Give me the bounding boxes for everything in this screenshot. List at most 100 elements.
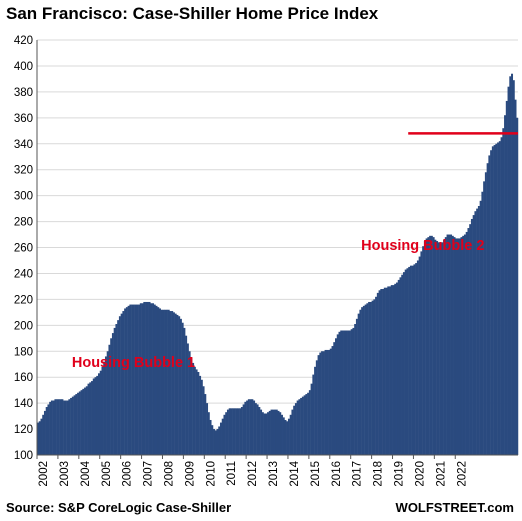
grid-lines xyxy=(37,39,518,456)
bar xyxy=(70,397,73,455)
x-tick-label: 2005 xyxy=(101,461,113,487)
bar xyxy=(364,304,367,455)
bar xyxy=(390,285,393,455)
bar xyxy=(352,327,355,455)
bar xyxy=(368,301,371,455)
bar xyxy=(272,409,275,455)
y-tick-label: 160 xyxy=(14,372,33,384)
bar xyxy=(104,356,107,455)
bar xyxy=(279,412,282,455)
bar xyxy=(490,150,493,456)
bar xyxy=(324,349,327,455)
bar xyxy=(504,115,507,455)
bar xyxy=(418,256,421,455)
y-tick-label: 140 xyxy=(14,398,33,410)
bar xyxy=(432,237,435,456)
bar xyxy=(315,360,318,455)
bar xyxy=(52,400,55,455)
y-axis-ticks: 100 120 140 160 180 200 220 240 260 280 300 320 340 3… xyxy=(14,35,33,462)
bar xyxy=(340,330,343,455)
bar xyxy=(505,100,508,455)
x-tick-label: 2007 xyxy=(143,461,155,487)
bar xyxy=(125,307,128,455)
bar xyxy=(430,235,433,455)
bar xyxy=(423,241,426,455)
bar xyxy=(488,155,491,456)
bar xyxy=(308,390,311,455)
bar xyxy=(228,408,231,455)
bar xyxy=(373,299,376,456)
bar xyxy=(57,399,60,455)
bar xyxy=(469,224,472,455)
bar xyxy=(509,76,512,455)
bar xyxy=(139,303,142,455)
bar xyxy=(148,301,151,455)
x-tick-label: 2020 xyxy=(414,461,426,487)
bar xyxy=(387,286,390,455)
bar xyxy=(66,400,69,455)
bar xyxy=(415,263,418,455)
x-tick-label: 2018 xyxy=(373,461,385,487)
bar xyxy=(80,390,83,455)
bar xyxy=(287,418,290,455)
bar xyxy=(195,369,198,455)
bar xyxy=(429,235,432,455)
bar xyxy=(284,419,287,455)
y-tick-label: 360 xyxy=(14,113,33,125)
bar xyxy=(465,231,468,455)
bar xyxy=(394,283,397,455)
bar xyxy=(436,241,439,455)
bar xyxy=(155,305,158,455)
bar xyxy=(124,308,127,455)
bar xyxy=(61,399,64,455)
bar xyxy=(158,308,161,455)
bar xyxy=(319,352,322,455)
bar xyxy=(240,407,243,455)
x-tick-label: 2010 xyxy=(205,461,217,487)
bar xyxy=(329,348,332,455)
y-tick-label: 420 xyxy=(14,35,33,47)
bar xyxy=(300,397,303,455)
bar xyxy=(498,141,501,455)
x-tick-label: 2013 xyxy=(268,461,280,487)
bar xyxy=(181,322,184,455)
bar xyxy=(230,408,233,455)
bar xyxy=(474,211,477,455)
x-tick-label: 2004 xyxy=(80,460,92,486)
annotations: Housing Bubble 1 Housing Bubble 2 xyxy=(72,238,485,371)
x-axis-ticks: 2002 2003 2004 2005 2006 2007 2008 2009 2010 2011… xyxy=(36,455,468,487)
bar xyxy=(87,383,90,455)
bar xyxy=(239,408,242,455)
bar xyxy=(455,238,458,455)
bar xyxy=(383,287,386,455)
bar xyxy=(314,366,317,455)
bar xyxy=(470,218,473,455)
x-tick-label: 2014 xyxy=(289,460,301,486)
x-tick-label: 2022 xyxy=(456,461,468,487)
bar xyxy=(200,379,203,455)
bar xyxy=(366,303,369,455)
bar xyxy=(233,408,236,455)
y-tick-label: 320 xyxy=(14,165,33,177)
bar xyxy=(321,351,324,455)
bar xyxy=(486,163,489,455)
bar xyxy=(42,414,45,455)
bar xyxy=(416,260,419,455)
bar xyxy=(127,305,130,455)
bar xyxy=(291,409,294,455)
bar xyxy=(448,234,451,455)
bar xyxy=(270,409,273,455)
bar xyxy=(256,404,259,455)
bar xyxy=(219,422,222,455)
bar xyxy=(441,242,444,455)
bar xyxy=(409,265,412,455)
bar xyxy=(101,366,104,455)
bar xyxy=(443,239,446,455)
bar xyxy=(186,343,189,455)
y-tick-label: 260 xyxy=(14,243,33,255)
bar xyxy=(84,387,87,455)
y-tick-label: 300 xyxy=(14,191,33,203)
bar xyxy=(493,145,496,456)
x-tick-label: 2011 xyxy=(226,461,238,486)
